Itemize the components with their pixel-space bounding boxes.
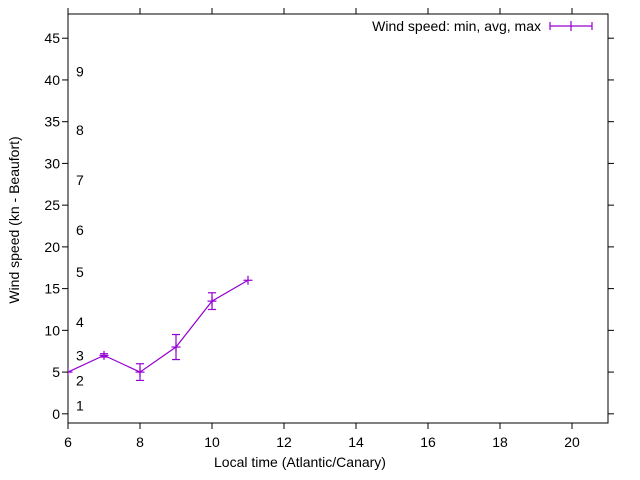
- y-axis-title: Wind speed (kn - Beaufort): [6, 136, 22, 303]
- beaufort-scale-label: 8: [76, 122, 84, 138]
- x-tick-label: 14: [348, 434, 364, 450]
- axes-layer: 6 8 10 12 14 16 18 2005101520253035404512345678…: [44, 8, 614, 450]
- y-tick-label: 20: [44, 239, 60, 255]
- y-tick-label: 35: [44, 114, 60, 130]
- y-tick-label: 40: [44, 72, 60, 88]
- x-tick-label: 16: [420, 434, 436, 450]
- beaufort-scale-label: 6: [76, 222, 84, 238]
- legend-label: Wind speed: min, avg, max: [372, 18, 541, 34]
- y-tick-label: 10: [44, 322, 60, 338]
- x-tick-label: 6: [64, 434, 72, 450]
- x-tick-label: 8: [136, 434, 144, 450]
- beaufort-scale-label: 1: [76, 397, 84, 413]
- y-tick-label: 25: [44, 197, 60, 213]
- x-tick-label: 12: [276, 434, 292, 450]
- y-tick-label: 15: [44, 281, 60, 297]
- beaufort-scale-label: 3: [76, 347, 84, 363]
- x-tick-label: 18: [492, 434, 508, 450]
- series-line: [68, 279, 249, 373]
- x-tick-label: 10: [204, 434, 220, 450]
- y-tick-label: 45: [44, 30, 60, 46]
- beaufort-scale-label: 5: [76, 264, 84, 280]
- y-tick-label: 0: [52, 406, 60, 422]
- beaufort-scale-label: 9: [76, 64, 84, 80]
- series-layer: [68, 275, 253, 382]
- y-tick-label: 5: [52, 364, 60, 380]
- x-axis-title: Local time (Atlantic/Canary): [214, 454, 386, 470]
- beaufort-scale-label: 7: [76, 172, 84, 188]
- plot-border: [67, 13, 609, 424]
- y-tick-label: 30: [44, 155, 60, 171]
- legend-sample-layer: [549, 21, 593, 31]
- beaufort-scale-label: 4: [76, 314, 84, 330]
- x-tick-label: 20: [564, 434, 580, 450]
- beaufort-scale-label: 2: [76, 372, 84, 388]
